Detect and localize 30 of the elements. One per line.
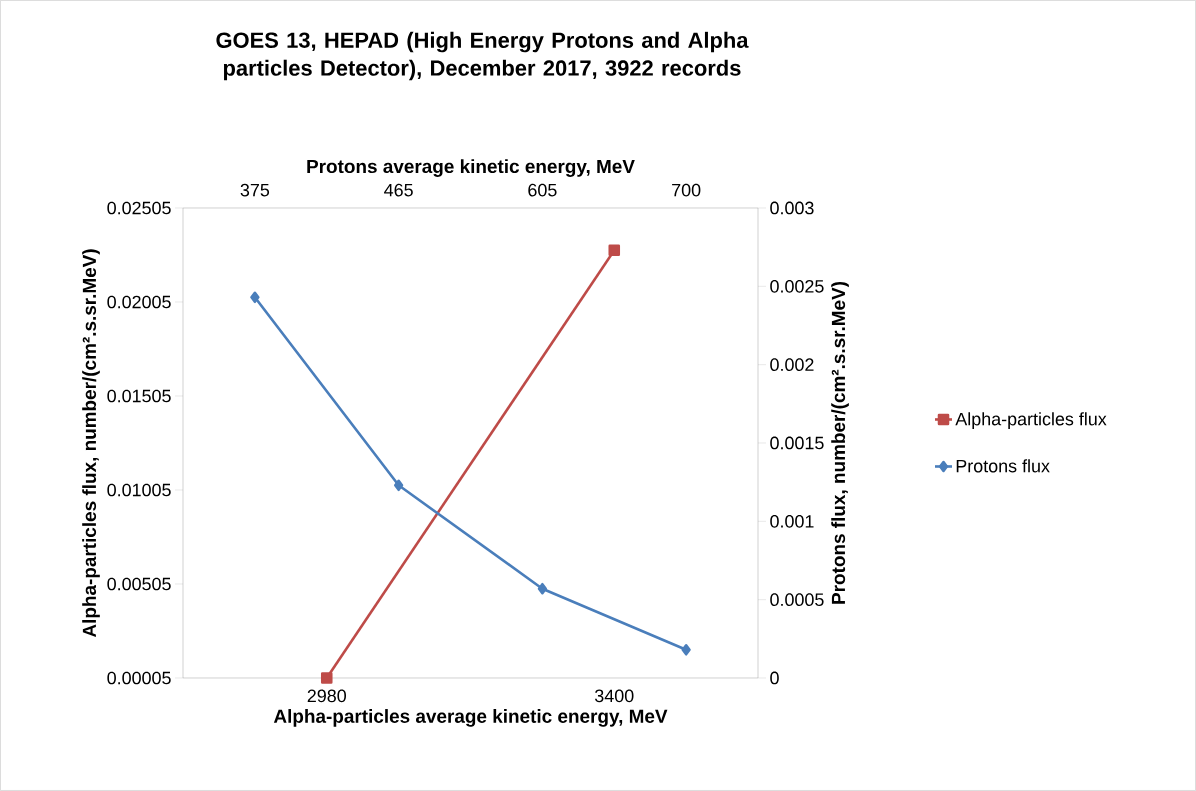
point	[681, 644, 691, 656]
y-axis-title: Alpha-particles flux, number/(cm².s.sr.MeV)	[82, 249, 100, 638]
x-axis-title: Protons average kinetic energy, MeV	[307, 159, 635, 177]
legend-label: Protons flux	[956, 459, 1050, 473]
y-tick-label: 0.0005	[770, 593, 824, 606]
point	[250, 291, 260, 304]
chart-title: GOES 13, HEPAD (High Energy Protons and Alpha particles Detector), December 2017, 3922 records	[216, 31, 749, 81]
y-tick-label: 0.001	[770, 514, 814, 528]
y-tick-label: 0.00505	[107, 577, 171, 591]
point	[393, 479, 404, 492]
y-tick-label: 0.003	[770, 201, 814, 215]
legend-label: Alpha-particles flux	[955, 412, 1107, 429]
y-tick-label: 0	[770, 671, 779, 685]
x-tick-label: 3400	[595, 689, 634, 703]
y-tick-label: 0.00005	[107, 671, 171, 685]
x-tick-label: 605	[528, 183, 557, 197]
y-tick-label: 0.01005	[107, 483, 171, 497]
point	[537, 582, 548, 595]
y-axis-title: Protons flux, number/(cm².s.sr.MeV)	[831, 281, 849, 604]
y-tick-label: 0.01505	[107, 389, 171, 403]
x-tick-label: 2980	[307, 689, 346, 703]
y-tick-label: 0.0025	[770, 279, 824, 293]
y-tick-label: 0.02505	[107, 201, 171, 215]
x-tick-label: 375	[240, 183, 270, 197]
x-tick-label: 700	[672, 183, 701, 197]
x-axis-title: Alpha-particles average kinetic energy, MeV	[273, 709, 668, 727]
y-tick-label: 0.002	[770, 358, 814, 371]
y-tick-label: 0.0015	[770, 436, 824, 450]
x-tick-label: 465	[384, 183, 413, 197]
y-tick-label: 0.02005	[107, 295, 171, 309]
